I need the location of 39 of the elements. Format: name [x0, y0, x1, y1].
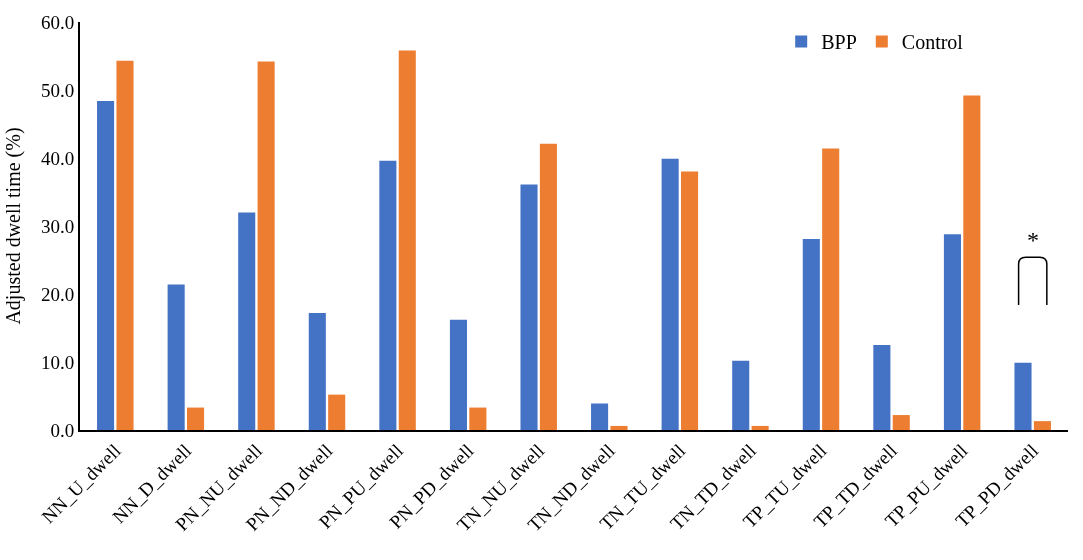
- y-tick-label: 30.0: [40, 215, 75, 237]
- y-tick-label: 50.0: [40, 79, 75, 101]
- bar: [943, 234, 961, 430]
- bar: [822, 148, 840, 430]
- bar: [238, 212, 256, 430]
- bar: [328, 394, 346, 430]
- bar: [802, 238, 820, 430]
- bar: [539, 143, 557, 430]
- bar: [97, 100, 115, 430]
- bar: [398, 50, 416, 430]
- bar: [1033, 421, 1051, 430]
- y-tick-label: 20.0: [40, 283, 75, 305]
- bar: [308, 313, 326, 430]
- legend-label: Control: [901, 31, 964, 54]
- y-tick-label: 10.0: [40, 351, 75, 373]
- bar: [116, 60, 134, 430]
- bar: [661, 158, 679, 430]
- annotation: *: [1027, 227, 1039, 253]
- bar: [469, 407, 487, 430]
- bar: [1014, 362, 1032, 430]
- y-tick-label: 40.0: [40, 147, 75, 169]
- bar: [732, 360, 750, 430]
- bar: [167, 284, 185, 430]
- y-axis-title: Adjusted dwell time (%): [1, 127, 25, 325]
- bar: [963, 95, 981, 430]
- bar: [610, 425, 628, 430]
- bar: [379, 160, 397, 430]
- bar: [892, 415, 910, 430]
- bar: [873, 345, 891, 430]
- y-tick-label: 0.0: [50, 419, 75, 441]
- y-tick-label: 60.0: [40, 11, 75, 33]
- bar: [681, 171, 699, 430]
- bar: [257, 61, 275, 430]
- bar: [751, 425, 769, 430]
- bar: [449, 319, 467, 430]
- bar: [591, 403, 609, 430]
- bar: [187, 407, 205, 430]
- legend-label: BPP: [821, 31, 857, 54]
- bar: [520, 184, 538, 430]
